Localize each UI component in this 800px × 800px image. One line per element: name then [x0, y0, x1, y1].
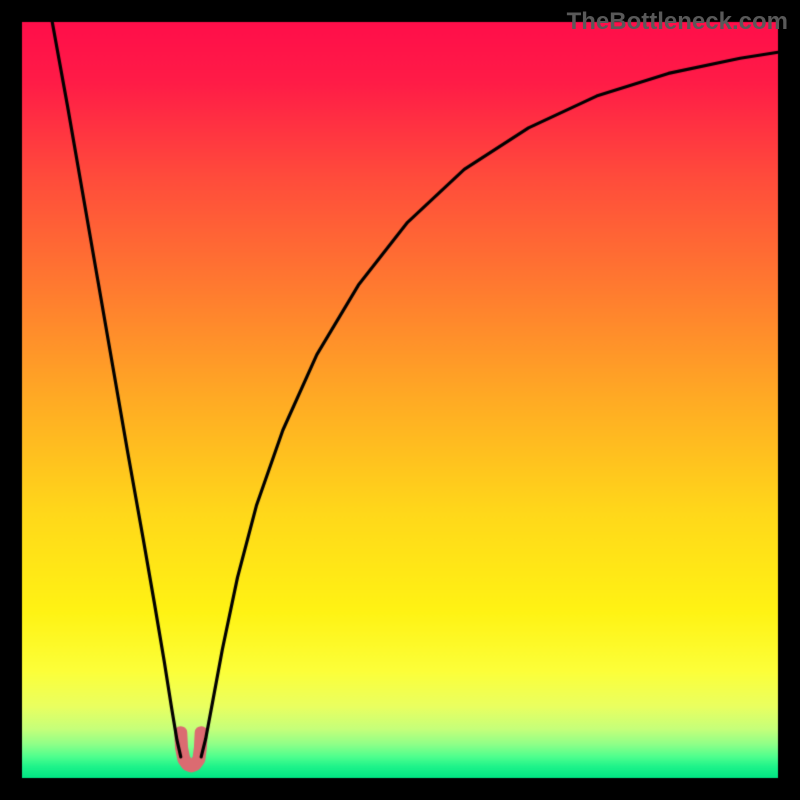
watermark-link[interactable]: TheBottleneck.com [567, 8, 788, 36]
chart-container: TheBottleneck.com [0, 0, 800, 800]
bottleneck-curve-plot [0, 0, 800, 800]
